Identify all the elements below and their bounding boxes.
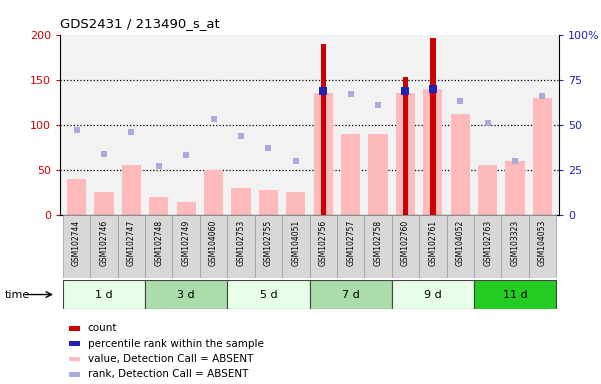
Bar (204, 170, 223, 215)
Text: count: count (88, 323, 117, 333)
Bar (505, 161, 525, 215)
Text: GSM104060: GSM104060 (209, 220, 218, 266)
Text: GSM102761: GSM102761 (429, 220, 438, 266)
Text: percentile rank within the sample: percentile rank within the sample (88, 339, 263, 349)
Text: GSM104052: GSM104052 (456, 220, 465, 266)
Bar (474, 280, 556, 309)
Text: GSM102749: GSM102749 (182, 220, 191, 266)
Bar (403, 77, 408, 215)
Bar (419, 215, 447, 278)
Text: 9 d: 9 d (424, 290, 442, 300)
Text: 1 d: 1 d (95, 290, 113, 300)
Text: GSM102758: GSM102758 (374, 220, 382, 266)
Bar (94, 192, 114, 215)
Bar (430, 38, 436, 215)
Bar (255, 215, 282, 278)
Text: value, Detection Call = ABSENT: value, Detection Call = ABSENT (88, 354, 253, 364)
Bar (396, 93, 415, 215)
Text: GSM102756: GSM102756 (319, 220, 328, 266)
Bar (145, 215, 172, 278)
Bar (200, 215, 227, 278)
Text: 7 d: 7 d (342, 290, 359, 300)
Text: 5 d: 5 d (260, 290, 277, 300)
Bar (533, 98, 552, 215)
Bar (310, 215, 337, 278)
Text: GSM102760: GSM102760 (401, 220, 410, 266)
Bar (63, 215, 90, 278)
Bar (337, 215, 364, 278)
Text: time: time (5, 290, 30, 300)
Bar (447, 215, 474, 278)
Text: GSM102753: GSM102753 (237, 220, 245, 266)
Text: rank, Detection Call = ABSENT: rank, Detection Call = ABSENT (88, 369, 248, 379)
Bar (149, 197, 168, 215)
Text: GSM104051: GSM104051 (291, 220, 300, 266)
Bar (231, 188, 251, 215)
Bar (320, 44, 326, 215)
Bar (63, 280, 145, 309)
Bar (451, 114, 470, 215)
Text: GSM102757: GSM102757 (346, 220, 355, 266)
Text: GSM102763: GSM102763 (483, 220, 492, 266)
Bar (392, 215, 419, 278)
Bar (177, 202, 196, 215)
Bar (310, 280, 392, 309)
Bar (501, 215, 529, 278)
Bar (145, 280, 227, 309)
Text: GSM102747: GSM102747 (127, 220, 136, 266)
Bar (364, 215, 392, 278)
Bar (341, 134, 360, 215)
Bar (282, 215, 310, 278)
Bar (478, 166, 497, 215)
Bar (259, 190, 278, 215)
Bar (122, 166, 141, 215)
Bar (67, 179, 86, 215)
Text: 3 d: 3 d (177, 290, 195, 300)
Bar (172, 215, 200, 278)
Bar (314, 93, 333, 215)
Text: GSM102748: GSM102748 (154, 220, 163, 266)
Bar (227, 280, 310, 309)
Text: GSM103323: GSM103323 (511, 220, 520, 266)
Text: GSM102755: GSM102755 (264, 220, 273, 266)
Text: GSM102744: GSM102744 (72, 220, 81, 266)
Bar (118, 215, 145, 278)
Bar (529, 215, 556, 278)
Bar (474, 215, 501, 278)
Bar (423, 89, 442, 215)
Bar (90, 215, 118, 278)
Text: GSM102746: GSM102746 (99, 220, 108, 266)
Bar (392, 280, 474, 309)
Bar (286, 192, 305, 215)
Text: GSM104053: GSM104053 (538, 220, 547, 266)
Bar (227, 215, 255, 278)
Text: 11 d: 11 d (503, 290, 528, 300)
Bar (368, 134, 388, 215)
Text: GDS2431 / 213490_s_at: GDS2431 / 213490_s_at (60, 17, 220, 30)
